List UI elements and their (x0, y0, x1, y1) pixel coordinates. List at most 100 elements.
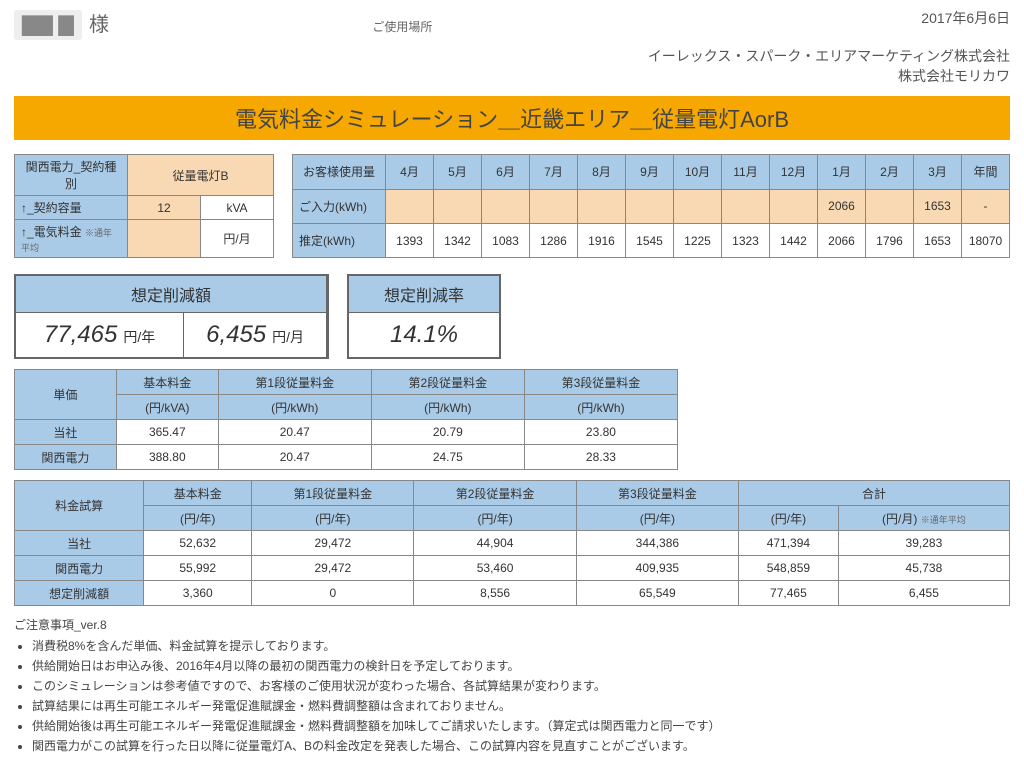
calc-cell: 45,738 (838, 556, 1009, 581)
document-date: 2017年6月6日 (921, 8, 1010, 37)
calc-cell: 29,472 (252, 556, 414, 581)
contract-row-unit: kVA (201, 196, 274, 220)
usage-input-cell (722, 189, 770, 223)
usage-estimate-cell: 1342 (434, 223, 482, 257)
calc-col-unit: (円/年) (414, 506, 576, 531)
usage-estimate-cell: 1916 (578, 223, 626, 257)
calc-col-header: 第3段従量料金 (576, 481, 738, 506)
month-header: 6月 (482, 155, 530, 189)
saving-amount-year-unit: 円/年 (123, 327, 155, 347)
notes-title: ご注意事項_ver.8 (14, 616, 1010, 633)
price-col-unit: (円/kWh) (218, 395, 371, 420)
usage-estimate-cell: 1796 (866, 223, 914, 257)
saving-amount-year: 77,465 (44, 321, 117, 349)
price-col-unit: (円/kWh) (371, 395, 524, 420)
contract-plan: 従量電灯B (128, 155, 274, 196)
usage-estimate-cell: 1225 (674, 223, 722, 257)
calc-cell: 52,632 (144, 531, 252, 556)
note-item: 供給開始後は再生可能エネルギー発電促進賦課金・燃料費調整額を加味してご請求いたし… (32, 717, 1010, 734)
notes-block: ご注意事項_ver.8 消費税8%を含んだ単価、料金試算を提示しております。供給… (14, 616, 1010, 754)
usage-input-cell (674, 189, 722, 223)
calc-cell: 344,386 (576, 531, 738, 556)
saving-rate-label: 想定削減率 (349, 276, 499, 313)
usage-estimate-cell: 1653 (914, 223, 962, 257)
usage-estimate-cell: 2066 (818, 223, 866, 257)
calc-cell: 65,549 (576, 581, 738, 606)
price-col-header: 基本料金 (116, 370, 218, 395)
usage-place-label: ご使用場所 (372, 20, 432, 34)
usage-table: お客様使用量 4月5月6月7月8月9月10月11月12月1月2月3月年間 ご入力… (292, 154, 1010, 258)
saving-amount-month: 6,455 (206, 321, 266, 349)
usage-input-cell (770, 189, 818, 223)
month-header: 7月 (530, 155, 578, 189)
usage-input-label: ご入力(kWh) (293, 189, 386, 223)
price-col-unit: (円/kVA) (116, 395, 218, 420)
price-col-header: 第3段従量料金 (524, 370, 677, 395)
usage-input-cell (434, 189, 482, 223)
usage-input-cell (626, 189, 674, 223)
price-cell: 365.47 (116, 420, 218, 445)
price-col-header: 単価 (15, 370, 117, 420)
price-cell: 24.75 (371, 445, 524, 470)
calc-col-unit: (円/月) ※通年平均 (838, 506, 1009, 531)
calc-table: 料金試算基本料金第1段従量料金第2段従量料金第3段従量料金合計 (円/年)(円/… (14, 480, 1010, 606)
calc-col-unit: (円/年) (739, 506, 839, 531)
calc-cell: 409,935 (576, 556, 738, 581)
month-header: 1月 (818, 155, 866, 189)
usage-input-cell: - (962, 189, 1010, 223)
usage-estimate-cell: 1083 (482, 223, 530, 257)
saving-amount-box: 想定削減額 77,465 円/年 6,455 円/月 (14, 274, 329, 359)
calc-col-header: 料金試算 (15, 481, 144, 531)
usage-input-cell (866, 189, 914, 223)
calc-cell: 3,360 (144, 581, 252, 606)
title-bar: 電気料金シミュレーション＿近畿エリア＿従量電灯AorB (14, 96, 1010, 140)
price-table: 単価基本料金第1段従量料金第2段従量料金第3段従量料金 (円/kVA)(円/kW… (14, 369, 678, 470)
customer-suffix: 様 (89, 14, 109, 36)
month-header: 9月 (626, 155, 674, 189)
calc-row-name: 関西電力 (15, 556, 144, 581)
company-block: イーレックス・スパーク・エリアマーケティング株式会社 株式会社モリカワ (14, 47, 1010, 86)
price-cell: 28.33 (524, 445, 677, 470)
calc-cell: 471,394 (739, 531, 839, 556)
usage-estimate-cell: 1286 (530, 223, 578, 257)
price-col-unit: (円/kWh) (524, 395, 677, 420)
calc-col-unit: (円/年) (144, 506, 252, 531)
calc-row-name: 当社 (15, 531, 144, 556)
month-header: 5月 (434, 155, 482, 189)
calc-cell: 0 (252, 581, 414, 606)
calc-cell: 44,904 (414, 531, 576, 556)
note-item: 消費税8%を含んだ単価、料金試算を提示しております。 (32, 637, 1010, 654)
price-row-name: 当社 (15, 420, 117, 445)
company-line2: 株式会社モリカワ (14, 67, 1010, 87)
month-header: 11月 (722, 155, 770, 189)
usage-estimate-cell: 1442 (770, 223, 818, 257)
usage-input-cell (482, 189, 530, 223)
calc-col-header: 第1段従量料金 (252, 481, 414, 506)
saving-rate-box: 想定削減率 14.1% (347, 274, 501, 359)
usage-estimate-cell: 1323 (722, 223, 770, 257)
calc-row-name: 想定削減額 (15, 581, 144, 606)
contract-row-label: ↑_電気料金 ※通年平均 (15, 220, 128, 258)
calc-cell: 29,472 (252, 531, 414, 556)
contract-row-label: ↑_契約容量 (15, 196, 128, 220)
saving-amount-month-unit: 円/月 (272, 327, 304, 347)
calc-col-header: 合計 (739, 481, 1010, 506)
price-cell: 388.80 (116, 445, 218, 470)
usage-estimate-label: 推定(kWh) (293, 223, 386, 257)
calc-cell: 55,992 (144, 556, 252, 581)
month-header: 年間 (962, 155, 1010, 189)
company-line1: イーレックス・スパーク・エリアマーケティング株式会社 (14, 47, 1010, 67)
calc-cell: 53,460 (414, 556, 576, 581)
usage-estimate-cell: 18070 (962, 223, 1010, 257)
contract-row-unit: 円/月 (201, 220, 274, 258)
saving-rate: 14.1% (349, 313, 499, 357)
header-row: ▇▇ ▇ 様 ご使用場所 2017年6月6日 (14, 8, 1010, 37)
month-header: 4月 (386, 155, 434, 189)
calc-col-unit: (円/年) (252, 506, 414, 531)
note-item: 関西電力がこの試算を行った日以降に従量電灯A、Bの料金改定を発表した場合、この試… (32, 737, 1010, 754)
contract-title: 関西電力_契約種別 (15, 155, 128, 196)
price-cell: 20.79 (371, 420, 524, 445)
calc-cell: 548,859 (739, 556, 839, 581)
month-header: 2月 (866, 155, 914, 189)
note-item: 試算結果には再生可能エネルギー発電促進賦課金・燃料費調整額は含まれておりません。 (32, 697, 1010, 714)
